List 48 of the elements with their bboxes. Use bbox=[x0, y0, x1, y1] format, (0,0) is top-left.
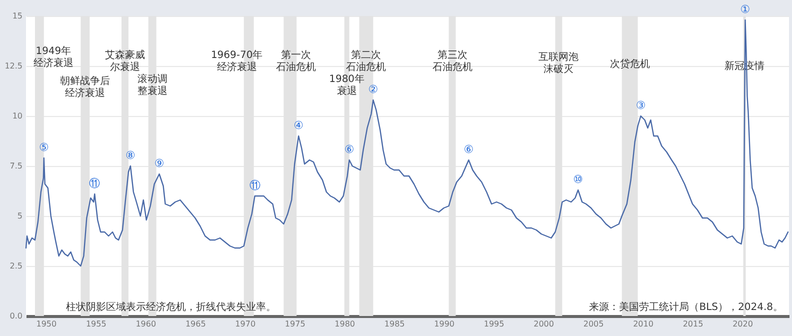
band-label: 次贷危机 bbox=[610, 58, 650, 70]
y-tick-label: 7.5 bbox=[10, 162, 22, 170]
annotation: ⑪ bbox=[249, 179, 260, 192]
x-tick-label: 1950 bbox=[36, 320, 57, 328]
x-tick-label: 1965 bbox=[185, 320, 206, 328]
annotation: ⑥ bbox=[344, 143, 354, 156]
annotation: ⑥ bbox=[464, 143, 474, 156]
band-label: 滚动调整衰退 bbox=[137, 73, 168, 97]
x-tick-label: 1985 bbox=[384, 320, 405, 328]
x-tick-label: 1960 bbox=[136, 320, 156, 328]
annotation: ⑪ bbox=[89, 177, 100, 190]
x-tick-label: 1955 bbox=[86, 320, 106, 328]
annotation: ④ bbox=[294, 119, 304, 132]
x-tick-label: 2000 bbox=[534, 320, 554, 328]
annotation: 柱状阴影区域表示经济危机，折线代表失业率。 bbox=[66, 301, 276, 313]
annotation: ⑩ bbox=[573, 173, 584, 186]
annotation: ⑧ bbox=[126, 149, 136, 162]
annotation: ⑤ bbox=[38, 141, 49, 154]
annotation: ⑨ bbox=[154, 157, 164, 170]
x-tick-label: 1980 bbox=[334, 320, 356, 328]
x-tick-label: 2005 bbox=[583, 320, 604, 328]
x-tick-label: 2010 bbox=[633, 320, 654, 328]
band-label: 互联网泡沫破灭 bbox=[538, 51, 579, 75]
x-tick-label: 2020 bbox=[732, 320, 753, 328]
band-label: 第二次石油危机 bbox=[346, 49, 386, 73]
band-label: 1969-70年经济衰退 bbox=[210, 49, 263, 73]
y-tick-label: 0.0 bbox=[10, 312, 22, 320]
band-label: 朝鲜战争后经济衰退 bbox=[60, 75, 110, 99]
x-tick-label: 2015 bbox=[682, 320, 704, 328]
y-tick-label: 12.5 bbox=[4, 62, 22, 70]
y-tick-label: 5 bbox=[17, 212, 22, 220]
x-tick-label: 1995 bbox=[484, 320, 504, 328]
band-label: 第三次石油危机 bbox=[432, 49, 472, 73]
band-label: 1980年衰退 bbox=[329, 73, 365, 97]
y-tick-label: 2.5 bbox=[10, 262, 22, 270]
y-tick-label: 10 bbox=[12, 112, 22, 120]
annotation: ② bbox=[368, 83, 378, 96]
annotation: ③ bbox=[636, 99, 646, 112]
annotation: ① bbox=[740, 3, 750, 16]
x-tick-label: 1990 bbox=[434, 320, 454, 328]
annotation: 来源：美国劳工统计局（BLS），2024.8。 bbox=[589, 301, 783, 313]
band-label: 第一次石油危机 bbox=[276, 49, 316, 73]
y-tick-label: 15 bbox=[12, 12, 22, 20]
x-tick-label: 1975 bbox=[284, 320, 306, 328]
x-tick-label: 1970 bbox=[235, 320, 256, 328]
line-series bbox=[25, 19, 789, 267]
band-label: 艾森豪威尔衰退 bbox=[104, 49, 145, 73]
band-label: 1949年经济衰退 bbox=[33, 45, 74, 69]
